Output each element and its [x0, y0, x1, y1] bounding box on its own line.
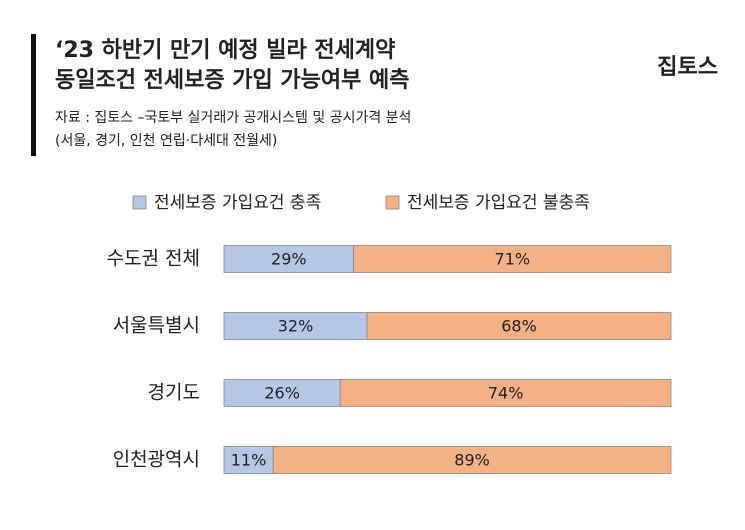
bar-segment — [223, 446, 274, 474]
data-label: 32% — [278, 317, 314, 336]
bar-segment — [223, 312, 368, 340]
legend-label: 전세보증 가입요건 충족 — [154, 193, 321, 213]
y-tick-label: 수도권 전체 — [107, 248, 200, 270]
bar-segment — [339, 379, 672, 407]
data-label: 89% — [454, 451, 490, 470]
bar-segment — [272, 446, 672, 474]
bar-segment — [353, 245, 672, 273]
source: 자료 : 집토스 –국토부 실거래가 공개시스템 및 공시가격 분석 — [55, 110, 411, 126]
y-tick-label: 경기도 — [148, 382, 200, 404]
bar-segment — [366, 312, 672, 340]
chart-title: ‘23 하반기 만기 예정 빌라 전세계약 — [55, 38, 395, 63]
data-label: 29% — [271, 250, 307, 269]
data-label: 74% — [488, 384, 524, 403]
chart-title: 동일조건 전세보증 가입 가능여부 예측 — [55, 68, 409, 93]
bar-segment — [223, 245, 355, 273]
bar-segment — [223, 379, 341, 407]
brand: 집토스 — [657, 55, 718, 80]
legend-swatch — [132, 195, 147, 210]
data-label: 68% — [501, 317, 537, 336]
y-tick-label: 인천광역시 — [113, 449, 200, 471]
legend-swatch — [385, 195, 400, 210]
data-label: 26% — [264, 384, 300, 403]
accent-bar — [31, 34, 36, 156]
legend-label: 전세보증 가입요건 불충족 — [407, 193, 590, 213]
source: (서울, 경기, 인천 연립·다세대 전월세) — [55, 133, 277, 149]
data-label: 11% — [231, 451, 267, 470]
y-tick-label: 서울특별시 — [113, 315, 200, 337]
data-label: 71% — [495, 250, 531, 269]
